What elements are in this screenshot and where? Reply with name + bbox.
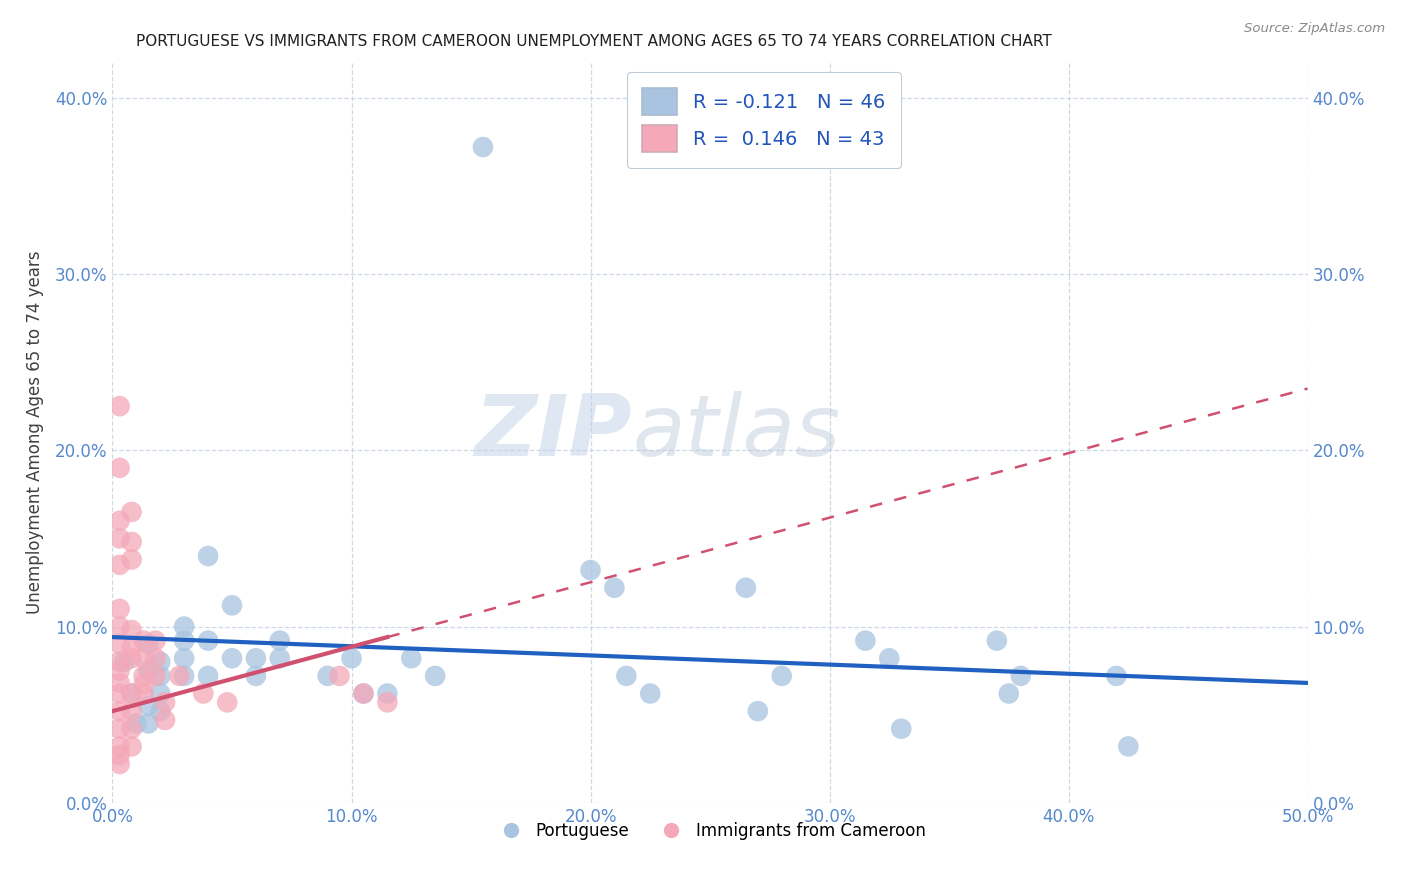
Point <box>114 655 135 669</box>
Text: PORTUGUESE VS IMMIGRANTS FROM CAMEROON UNEMPLOYMENT AMONG AGES 65 TO 74 YEARS CO: PORTUGUESE VS IMMIGRANTS FROM CAMEROON U… <box>136 34 1052 49</box>
Point <box>352 686 374 700</box>
Point <box>329 669 352 683</box>
Text: ZIP: ZIP <box>475 391 633 475</box>
Point <box>145 669 167 683</box>
Point <box>173 669 195 683</box>
Point <box>173 633 195 648</box>
Text: Source: ZipAtlas.com: Source: ZipAtlas.com <box>1244 22 1385 36</box>
Point <box>221 599 243 613</box>
Point <box>108 748 131 763</box>
Point <box>425 669 447 683</box>
Point <box>998 686 1021 700</box>
Point <box>145 651 167 665</box>
Point <box>108 637 131 651</box>
Point <box>1105 669 1128 683</box>
Point <box>121 686 143 700</box>
Point <box>747 704 769 718</box>
Point <box>1118 739 1140 754</box>
Point <box>108 686 131 700</box>
Point <box>108 757 131 772</box>
Point <box>108 739 131 754</box>
Point <box>121 535 143 549</box>
Point <box>401 651 423 665</box>
Y-axis label: Unemployment Among Ages 65 to 74 years: Unemployment Among Ages 65 to 74 years <box>25 251 44 615</box>
Point <box>173 619 195 633</box>
Point <box>855 633 877 648</box>
Point <box>108 676 131 690</box>
Point <box>193 686 215 700</box>
Point <box>145 633 167 648</box>
Point <box>138 716 160 731</box>
Point <box>770 669 793 683</box>
Point <box>121 739 143 754</box>
Point <box>149 669 172 683</box>
Point <box>132 633 155 648</box>
Point <box>121 552 143 566</box>
Point <box>153 695 176 709</box>
Text: atlas: atlas <box>633 391 841 475</box>
Point <box>132 669 155 683</box>
Point <box>138 664 160 678</box>
Point <box>173 651 195 665</box>
Point <box>197 669 219 683</box>
Point <box>377 686 399 700</box>
Point <box>377 695 399 709</box>
Point <box>879 651 901 665</box>
Point <box>108 704 131 718</box>
Point <box>149 655 172 669</box>
Point <box>132 678 155 692</box>
Point <box>472 140 495 154</box>
Point <box>221 651 243 665</box>
Point <box>121 651 143 665</box>
Point <box>197 549 219 563</box>
Point <box>1010 669 1032 683</box>
Point <box>121 640 143 655</box>
Point <box>121 704 143 718</box>
Point <box>352 686 374 700</box>
Point <box>735 581 758 595</box>
Point <box>108 664 131 678</box>
Point <box>121 505 143 519</box>
Point <box>986 633 1008 648</box>
Point <box>108 602 131 616</box>
Point <box>121 623 143 637</box>
Point <box>245 669 267 683</box>
Point <box>138 698 160 713</box>
Point <box>108 532 131 546</box>
Point <box>132 651 155 665</box>
Point <box>340 651 363 665</box>
Point <box>579 563 602 577</box>
Point <box>197 633 219 648</box>
Point <box>149 686 172 700</box>
Point <box>603 581 626 595</box>
Point <box>149 704 172 718</box>
Legend: Portuguese, Immigrants from Cameroon: Portuguese, Immigrants from Cameroon <box>488 815 932 847</box>
Point <box>108 655 131 669</box>
Point <box>108 722 131 736</box>
Point <box>108 399 131 413</box>
Point <box>616 669 638 683</box>
Point <box>269 633 291 648</box>
Point <box>245 651 267 665</box>
Point <box>640 686 662 700</box>
Point <box>108 461 131 475</box>
Point <box>121 686 143 700</box>
Point <box>125 716 148 731</box>
Point <box>132 686 155 700</box>
Point <box>269 651 291 665</box>
Point <box>217 695 239 709</box>
Point <box>121 722 143 736</box>
Point <box>316 669 339 683</box>
Point <box>138 637 160 651</box>
Point <box>169 669 191 683</box>
Point <box>108 514 131 528</box>
Point <box>153 713 176 727</box>
Point <box>890 722 912 736</box>
Point <box>108 619 131 633</box>
Point <box>108 558 131 572</box>
